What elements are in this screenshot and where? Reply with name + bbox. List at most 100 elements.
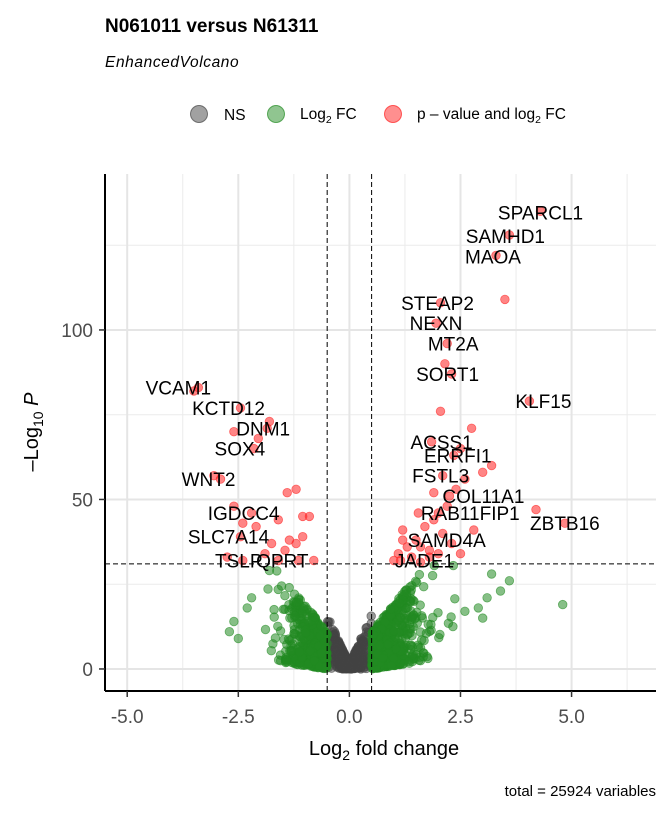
log2fc-point: [415, 627, 426, 637]
legend-both-label: p – value and log2 FC: [417, 106, 566, 126]
significant-point: [238, 518, 248, 528]
gene-label-steap2: STEAP2: [401, 294, 474, 315]
log2fc-point: [395, 612, 406, 623]
significant-point: [429, 515, 439, 525]
significant-point: [560, 518, 570, 528]
significant-point: [478, 467, 488, 478]
log2fc-point: [264, 565, 275, 576]
significant-point: [524, 396, 535, 406]
gene-label-dnm1: DNM1: [236, 419, 290, 440]
gene-label-sort1: SORT1: [416, 365, 479, 386]
log2fc-point: [279, 634, 289, 645]
gridlines: [105, 174, 656, 691]
log2fc-point: [266, 646, 277, 656]
gene-label-samhd1: SAMHD1: [466, 227, 545, 248]
x-tick-label: -5.0: [111, 707, 144, 728]
y-axis-title: –Log10 P: [21, 392, 46, 472]
significant-point: [455, 549, 466, 559]
significant-point: [442, 501, 452, 511]
log2fc-point: [378, 653, 388, 663]
significant-point: [398, 525, 408, 535]
log2fc-point: [224, 627, 235, 637]
significant-point: [438, 471, 448, 481]
log2fc-point: [434, 633, 444, 643]
log2fc-point: [486, 569, 497, 579]
gene-label-sox4: SOX4: [215, 440, 266, 461]
log2fc-point: [386, 604, 396, 615]
significant-point: [291, 538, 301, 549]
gene-label-mt2a: MT2A: [428, 335, 479, 356]
significant-point: [431, 318, 441, 328]
log2fc-point: [427, 570, 438, 581]
gene-label-acss1: ACSS1: [410, 433, 472, 454]
log2fc-point: [410, 576, 421, 587]
log2fc-point: [316, 648, 327, 658]
legend-ns-label: NS: [224, 107, 246, 124]
significant-point: [491, 250, 501, 261]
x-axis-title: Log2 fold change: [309, 738, 459, 763]
log2fc-point: [229, 616, 239, 627]
significant-point: [298, 511, 308, 522]
significant-point: [238, 555, 248, 566]
significant-point: [429, 488, 439, 498]
significant-point: [229, 501, 239, 511]
gene-label-maoa: MAOA: [465, 247, 521, 268]
log2fc-point: [290, 610, 300, 621]
log2fc-point: [273, 621, 283, 632]
log2fc-point: [316, 621, 326, 631]
log2fc-point: [269, 604, 279, 615]
y-tick-label: 100: [61, 321, 93, 342]
significant-point: [251, 521, 261, 532]
ns-point: [350, 663, 360, 674]
log2fc-point: [321, 661, 331, 672]
significant-point: [535, 206, 546, 217]
significant-point: [209, 471, 219, 481]
significant-point: [235, 403, 246, 413]
significant-point: [424, 552, 435, 562]
log2fc-point: [242, 603, 252, 613]
log2fc-point: [286, 646, 296, 657]
log2fc-point: [478, 613, 488, 623]
log2fc-point: [426, 625, 436, 636]
gene-label-rab11fip1: RAB11FIP1: [421, 504, 520, 525]
significant-point: [460, 474, 470, 484]
log2fc-point: [504, 576, 515, 586]
significant-point: [264, 416, 275, 427]
significant-point: [438, 528, 448, 539]
significant-point: [253, 433, 263, 444]
significant-point: [260, 549, 270, 559]
plot-panel: -5.0 -2.5 0.0 2.5 5.0 0 50 100 SPARCL1 SAMHD1MAO…: [61, 174, 656, 728]
log2fc-point: [281, 655, 291, 665]
significant-point: [222, 552, 232, 562]
x-tick-label: 2.5: [447, 707, 473, 728]
ns-point: [340, 663, 350, 674]
log2fc-point: [558, 599, 568, 610]
log2fc-point: [294, 647, 305, 657]
legend-log2fc-marker: [267, 105, 285, 123]
significant-point: [229, 427, 239, 437]
significant-point: [451, 484, 461, 495]
log2fc-point: [473, 603, 484, 613]
log2fc-point: [309, 656, 320, 666]
significant-point: [249, 443, 259, 454]
significant-point: [266, 538, 277, 549]
x-tick-label: 5.0: [558, 707, 584, 728]
log2fc-point: [315, 631, 325, 641]
significant-point: [440, 359, 450, 369]
significant-point: [293, 555, 304, 566]
significant-point: [433, 549, 444, 559]
gene-label-slc7a14: SLC7A14: [188, 528, 270, 549]
log2fc-point: [289, 620, 299, 631]
gene-label-fstl3: FSTL3: [412, 467, 469, 488]
x-tick-label: -2.5: [222, 707, 255, 728]
log2fc-point: [278, 604, 289, 615]
significant-point: [246, 508, 257, 518]
significant-point: [291, 484, 301, 495]
gene-label-igdcc4: IGDCC4: [208, 504, 280, 525]
significant-point: [235, 532, 246, 542]
significant-point: [435, 298, 446, 308]
significant-point: [442, 338, 452, 349]
significant-point: [500, 294, 510, 305]
significant-point: [449, 450, 459, 461]
